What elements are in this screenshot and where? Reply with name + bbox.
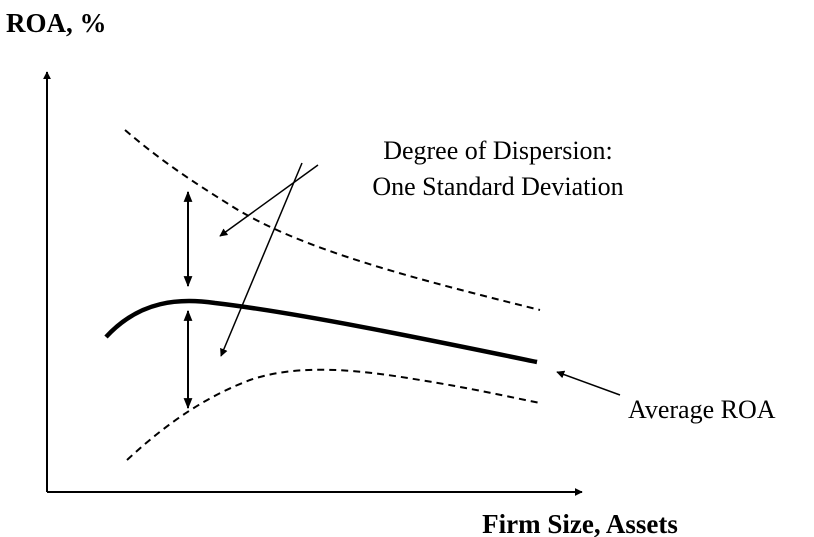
x-axis-title: Firm Size, Assets — [482, 509, 678, 537]
average-roa-label: Average ROA — [628, 395, 776, 424]
average-roa-curve — [104, 298, 538, 365]
upper-std-dev-curve — [124, 129, 541, 311]
y-axis-title: ROA, % — [6, 8, 107, 38]
dispersion-label-line1: Degree of Dispersion: — [383, 136, 613, 165]
dispersion-pointer-lower — [220, 162, 303, 357]
average-roa-pointer — [556, 370, 621, 396]
dispersion-pointer-upper — [219, 164, 319, 237]
dispersion-label-line2: One Standard Deviation — [372, 172, 623, 201]
